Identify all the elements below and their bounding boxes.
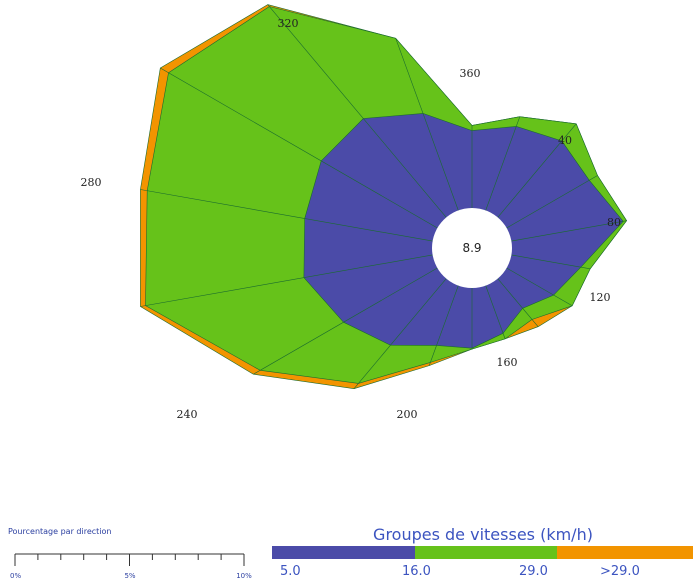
percent-scale-ruler (15, 554, 244, 566)
direction-label-200: 200 (397, 408, 418, 421)
speed-tick-2: 29.0 (519, 564, 548, 579)
direction-label-360: 360 (460, 67, 481, 80)
speed-swatch-1 (272, 546, 415, 559)
speed-swatch-2 (415, 546, 557, 559)
wind-rose-plot (140, 5, 626, 389)
percent-scale: Pourcentage par direction 0% 5% 10% (8, 527, 252, 580)
percent-tick-0: 0% (10, 572, 21, 580)
percent-tick-10: 10% (236, 572, 252, 580)
percent-tick-5: 5% (124, 572, 135, 580)
direction-label-120: 120 (590, 291, 611, 304)
direction-label-280: 280 (81, 176, 102, 189)
direction-label-240: 240 (177, 408, 198, 421)
speed-tick-1: 16.0 (402, 564, 431, 579)
direction-label-160: 160 (497, 356, 518, 369)
speed-tick-3: >29.0 (600, 564, 640, 579)
direction-label-40: 40 (558, 134, 572, 147)
speed-legend-title: Groupes de vitesses (km/h) (373, 525, 593, 544)
speed-swatch-3 (557, 546, 693, 559)
calm-value: 8.9 (462, 241, 481, 255)
direction-label-320: 320 (278, 17, 299, 30)
speed-tick-0: 5.0 (280, 564, 301, 579)
speed-legend: Groupes de vitesses (km/h) 5.0 16.0 29.0… (272, 525, 693, 579)
percent-scale-title: Pourcentage par direction (8, 527, 111, 536)
direction-label-80: 80 (607, 216, 621, 229)
